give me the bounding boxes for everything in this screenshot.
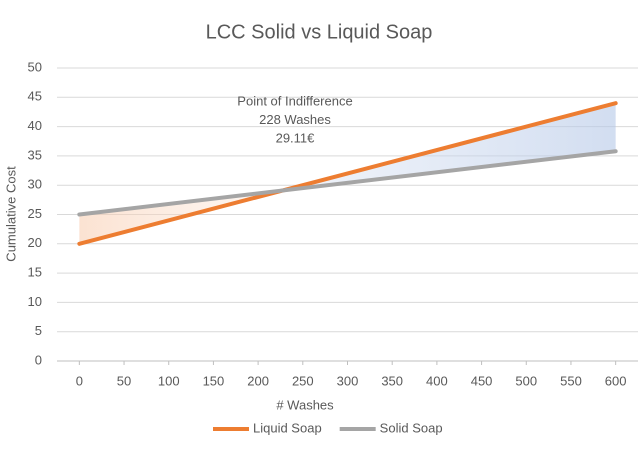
x-tick-label: 500 bbox=[515, 373, 537, 388]
x-tick-label: 0 bbox=[76, 373, 83, 388]
x-tick-label: 100 bbox=[158, 373, 180, 388]
x-tick-label: 550 bbox=[560, 373, 582, 388]
x-tick-label: 150 bbox=[203, 373, 225, 388]
legend-label: Solid Soap bbox=[380, 420, 443, 435]
x-tick-label: 50 bbox=[117, 373, 131, 388]
annotation: 228 Washes bbox=[259, 112, 331, 127]
y-tick-label: 45 bbox=[28, 89, 42, 104]
y-axis-label: Cumulative Cost bbox=[3, 166, 18, 262]
x-tick-label: 400 bbox=[426, 373, 448, 388]
x-tick-label: 300 bbox=[337, 373, 359, 388]
x-tick-label: 250 bbox=[292, 373, 314, 388]
series-line bbox=[77, 149, 618, 217]
annotation: 29.11€ bbox=[276, 130, 316, 145]
y-tick-label: 15 bbox=[28, 265, 42, 280]
y-tick-label: 10 bbox=[28, 294, 42, 309]
y-tick-label: 0 bbox=[35, 352, 42, 367]
legend-label: Liquid Soap bbox=[253, 420, 322, 435]
y-tick-label: 35 bbox=[28, 147, 42, 162]
x-tick-label: 450 bbox=[471, 373, 493, 388]
series-line bbox=[77, 101, 618, 246]
x-tick-label: 600 bbox=[605, 373, 627, 388]
y-tick-label: 30 bbox=[28, 177, 42, 192]
y-tick-label: 5 bbox=[35, 323, 42, 338]
annotation: Point of Indifference bbox=[237, 93, 352, 108]
x-tick-label: 200 bbox=[247, 373, 269, 388]
x-axis-label: # Washes bbox=[276, 397, 334, 412]
x-tick-label: 350 bbox=[381, 373, 403, 388]
chart-title: LCC Solid vs Liquid Soap bbox=[206, 21, 433, 43]
y-tick-label: 40 bbox=[28, 118, 42, 133]
y-tick-label: 20 bbox=[28, 235, 42, 250]
y-tick-label: 25 bbox=[28, 206, 42, 221]
y-tick-label: 50 bbox=[28, 59, 42, 74]
